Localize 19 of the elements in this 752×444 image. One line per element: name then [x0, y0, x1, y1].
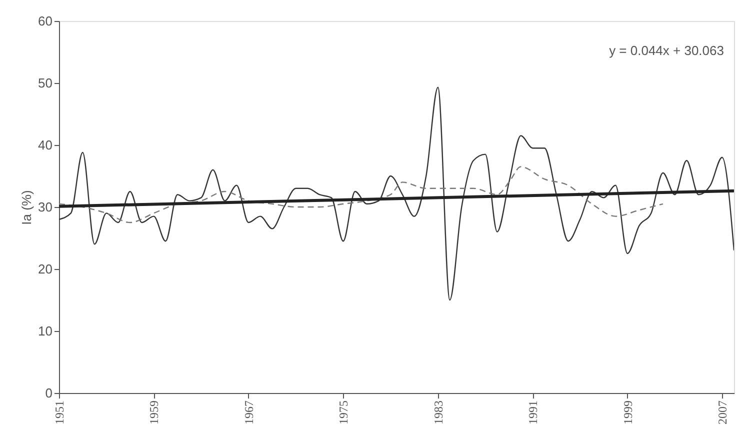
- y-tick-label: 0: [45, 386, 52, 400]
- x-tick-label: 1951: [52, 400, 66, 424]
- x-tick-label: 1967: [242, 400, 256, 424]
- annotation: y = 0.044x + 30.063: [609, 43, 724, 58]
- x-tick-label: 1975: [336, 400, 351, 424]
- y-tick-label: 40: [38, 138, 52, 152]
- x-tick-label: 1999: [620, 400, 635, 424]
- x-tick-label: 1959: [147, 400, 162, 424]
- x-tick-label: 1991: [526, 400, 540, 424]
- y-tick-label: 60: [38, 14, 52, 28]
- y-tick-label: 20: [38, 262, 52, 276]
- x-tick-label: 1983: [431, 400, 446, 424]
- y-axis-title: Ia (%): [19, 190, 34, 225]
- y-tick-label: 50: [38, 76, 52, 90]
- x-tick-label: 2007: [716, 400, 730, 424]
- line-series: [59, 166, 664, 224]
- line-series: [59, 86, 734, 301]
- y-tick-label: 30: [38, 200, 52, 214]
- y-tick-label: 10: [38, 324, 52, 338]
